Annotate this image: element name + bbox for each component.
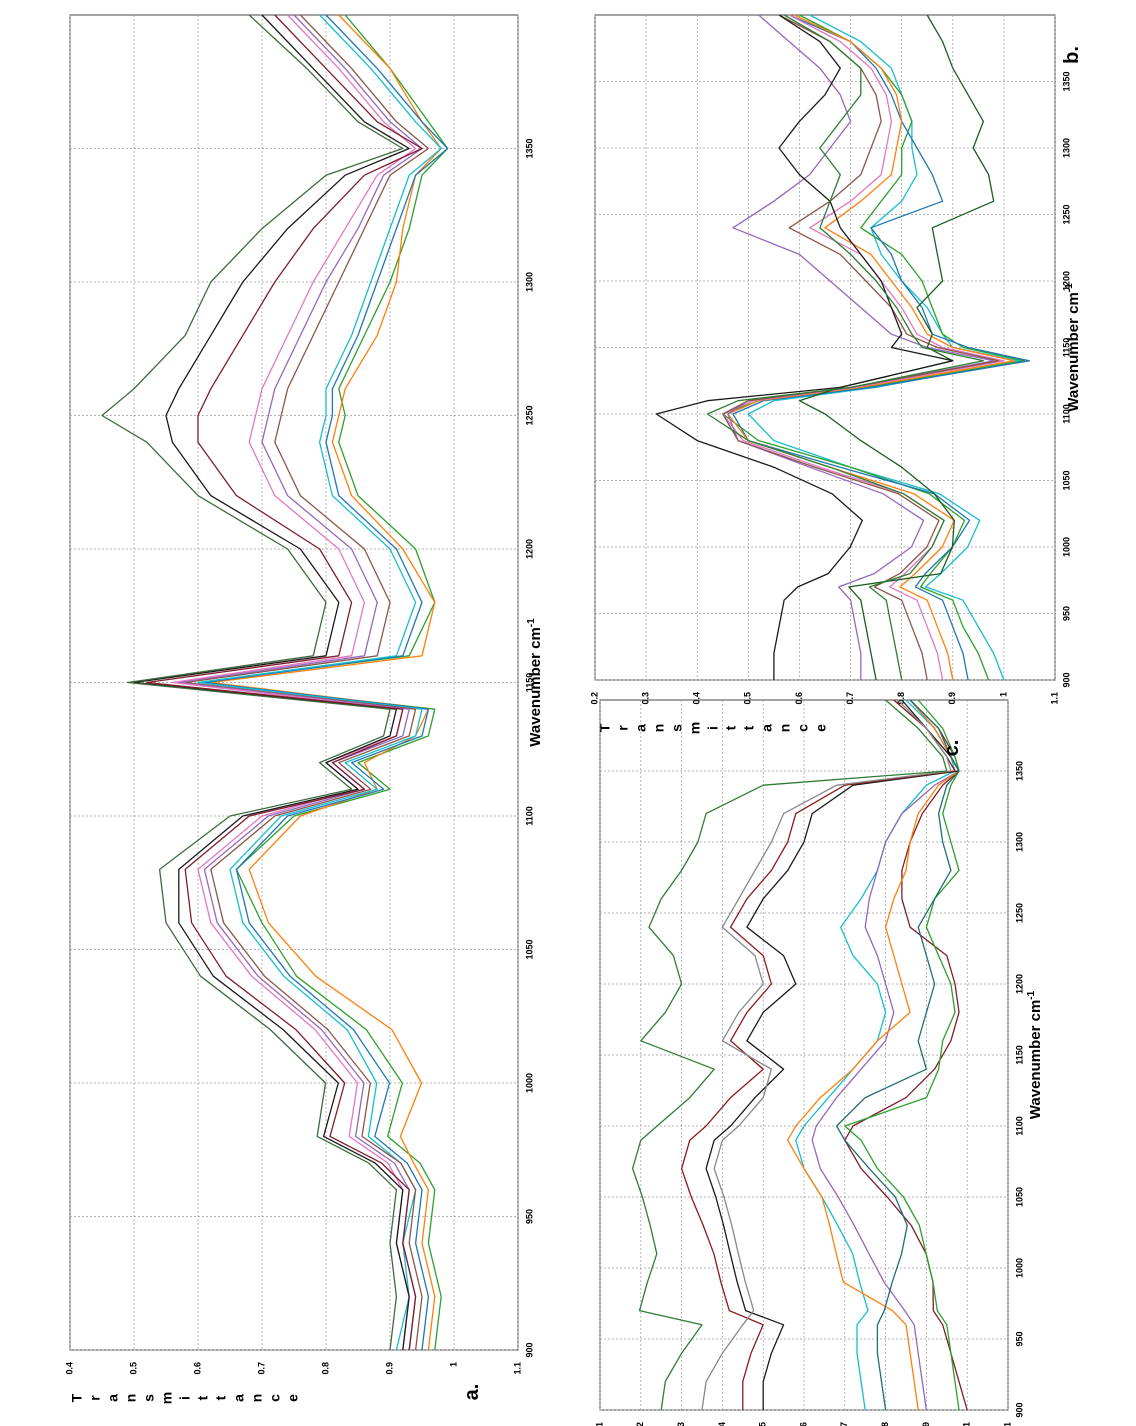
y-axis-title-letter: n xyxy=(123,1394,139,1403)
y-axis-title-letter: t xyxy=(723,725,739,730)
y-axis-title-letter: i xyxy=(705,726,721,730)
y-tick-label: 0.8 xyxy=(320,1362,330,1375)
y-tick-label: 0.9 xyxy=(921,1422,931,1426)
panel-c-chart: 0.1 0.2 0.3 0.4 0.5 0.6 0.7 0.8 0.9 1 1.1 900 950 100… xyxy=(594,700,1044,1426)
x-tick-label: 1000 xyxy=(1061,537,1071,557)
x-tick-label: 1100 xyxy=(524,806,534,826)
y-tick-label: 1 xyxy=(962,1422,972,1426)
y-axis-title-letter: m xyxy=(159,1392,175,1404)
y-tick-label: 0.5 xyxy=(743,692,753,705)
x-tick-label: 1200 xyxy=(524,539,534,559)
x-tick-label: 950 xyxy=(1014,1331,1024,1346)
y-tick-label: 0.2 xyxy=(589,692,599,705)
x-tick-label: 1050 xyxy=(524,939,534,959)
y-axis-title-letter: s xyxy=(141,1394,157,1402)
x-axis-title-main: Wavenumber cm xyxy=(1027,1000,1044,1119)
x-tick-label: 1250 xyxy=(524,405,534,425)
y-axis-title-letter: t xyxy=(741,725,757,730)
x-tick-label: 1050 xyxy=(1061,470,1071,490)
y-axis-title-letter: a xyxy=(759,724,775,732)
y-axis-title-letter: n xyxy=(651,724,667,733)
x-tick-label: 1350 xyxy=(1061,71,1071,91)
y-tick-label: 0.7 xyxy=(839,1422,849,1426)
x-tick-label: 1150 xyxy=(1014,1045,1024,1065)
y-tick-label: 1 xyxy=(998,692,1008,697)
y-axis-title-letter: a xyxy=(231,1394,247,1402)
y-tick-label: 0.5 xyxy=(128,1362,138,1375)
spectrum-line xyxy=(796,700,955,1410)
y-tick-label: 0.6 xyxy=(794,692,804,705)
x-tick-label: 1250 xyxy=(1061,204,1071,224)
y-tick-label: 1.1 xyxy=(512,1362,522,1375)
x-tick-label: 1050 xyxy=(1014,1187,1024,1207)
x-tick-label: 1250 xyxy=(1014,903,1024,923)
x-tick-label: 1200 xyxy=(1014,974,1024,994)
x-axis-title-exponent: -1 xyxy=(526,618,537,627)
y-tick-label: 0.8 xyxy=(880,1422,890,1426)
y-tick-label: 0.7 xyxy=(845,692,855,705)
y-tick-label: 0.3 xyxy=(640,692,650,705)
x-tick-label: 950 xyxy=(1061,606,1071,621)
y-axis-title-letter: T xyxy=(69,1393,85,1402)
y-tick-label: 1.1 xyxy=(1002,1422,1012,1426)
y-tick-label: 0.1 xyxy=(594,1422,604,1426)
y-tick-label: 0.5 xyxy=(758,1422,768,1426)
y-axis-title-letter: c xyxy=(795,724,811,732)
panel-label: b. xyxy=(1061,46,1083,64)
x-tick-label: 1300 xyxy=(1014,832,1024,852)
x-tick-label: 1350 xyxy=(1014,761,1024,781)
y-tick-label: 0.4 xyxy=(692,692,702,705)
x-tick-label: 900 xyxy=(524,1342,534,1357)
y-tick-label: 0.7 xyxy=(256,1362,266,1375)
y-axis-title-letter: s xyxy=(669,724,685,732)
x-tick-label: 900 xyxy=(1061,672,1071,687)
y-tick-label: 0.9 xyxy=(384,1362,394,1375)
y-axis-title-letter: t xyxy=(195,1395,211,1400)
x-tick-label: 950 xyxy=(524,1209,534,1224)
x-tick-label: 1100 xyxy=(1014,1116,1024,1136)
x-tick-label: 900 xyxy=(1014,1402,1024,1417)
y-tick-label: 0.9 xyxy=(947,692,957,705)
y-tick-label: 0.6 xyxy=(192,1362,202,1375)
x-axis-title-exponent: -1 xyxy=(1026,990,1037,999)
x-tick-label: 1300 xyxy=(1061,138,1071,158)
y-tick-label: 0.4 xyxy=(64,1362,74,1375)
x-axis-title-main: Wavenumber cm xyxy=(527,627,544,746)
x-tick-label: 1350 xyxy=(524,138,534,158)
y-tick-label: 0.6 xyxy=(798,1422,808,1426)
y-tick-label: 0.4 xyxy=(717,1422,727,1426)
x-axis-title-exponent: -1 xyxy=(1064,283,1075,292)
y-tick-label: 0.3 xyxy=(676,1422,686,1426)
x-tick-label: 1300 xyxy=(524,272,534,292)
y-axis-title-letter: n xyxy=(249,1394,265,1403)
y-axis-title-letter: e xyxy=(813,724,829,732)
x-tick-label: 1000 xyxy=(524,1073,534,1093)
panel-label: c. xyxy=(941,740,963,757)
x-axis-title: Wavenumber cm-1 xyxy=(1026,990,1044,1119)
y-axis-title-letter: a xyxy=(105,1394,121,1402)
x-tick-label: 1000 xyxy=(1014,1258,1024,1278)
y-axis-title-letter: r xyxy=(87,1395,103,1401)
y-axis-title-letter: r xyxy=(615,725,631,731)
y-axis-title-letter: T xyxy=(597,723,613,732)
y-axis-title-letter: n xyxy=(777,724,793,733)
y-axis-title-letter: t xyxy=(213,1395,229,1400)
x-axis-title: Wavenumber cm-1 xyxy=(526,618,544,747)
y-axis-title-letter: c xyxy=(267,1394,283,1402)
y-tick-label: 1.1 xyxy=(1049,692,1059,705)
y-tick-label: 1 xyxy=(448,1362,458,1367)
y-axis-title-letter: e xyxy=(285,1394,301,1402)
x-axis-title: Wavenumber cm-1 xyxy=(1064,283,1082,412)
y-axis-title-letter: m xyxy=(687,722,703,734)
panel-label: a. xyxy=(461,1384,483,1401)
y-axis-title-letter: i xyxy=(177,1396,193,1400)
x-axis-title-main: Wavenumber cm xyxy=(1065,292,1082,411)
y-tick-label: 0.2 xyxy=(635,1422,645,1426)
